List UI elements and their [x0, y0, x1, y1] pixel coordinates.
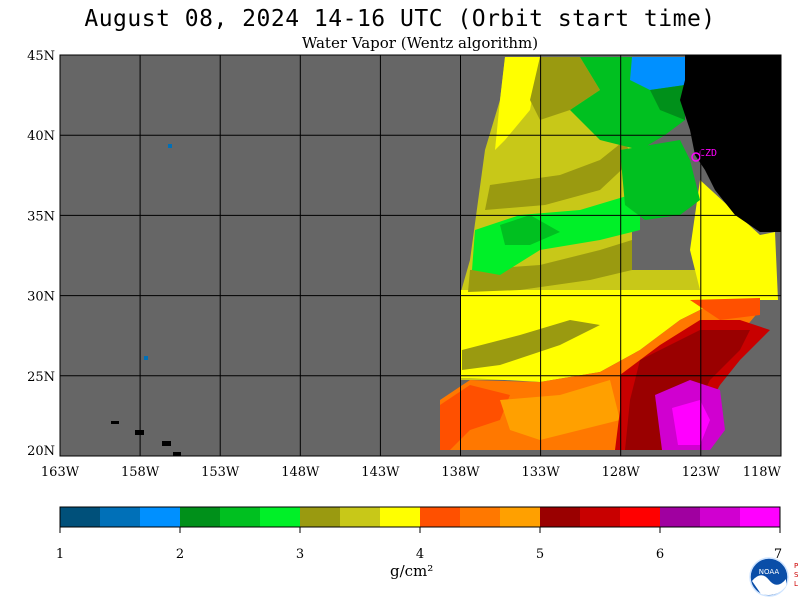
lon-label: 123W [682, 465, 721, 480]
colorbar-swatch [380, 507, 421, 527]
station-marker [691, 152, 701, 162]
hawaiian-islands [111, 421, 181, 456]
colorbar-swatch [100, 507, 141, 527]
lat-label: 40N [27, 129, 55, 144]
lon-label: 118W [743, 465, 782, 480]
buoy-marker [168, 144, 172, 148]
lon-label: 128W [602, 465, 641, 480]
colorbar-swatch [180, 507, 221, 527]
lon-label: 138W [441, 465, 480, 480]
colorbar-tick-label: 1 [56, 547, 64, 562]
map-title: August 08, 2024 14-16 UTC (Orbit start t… [84, 6, 716, 32]
colorbar-tick-label: 3 [296, 547, 304, 562]
colorbar-tick-label: 2 [176, 547, 184, 562]
colorbar-swatch [580, 507, 621, 527]
lat-label: 20N [27, 444, 55, 459]
lon-label: 143W [361, 465, 400, 480]
colorbar-swatch [300, 507, 341, 527]
colorbar-swatch [740, 507, 781, 527]
colorbar-swatch [60, 507, 101, 527]
lat-label: 45N [27, 49, 55, 64]
lon-label: 158W [121, 465, 160, 480]
colorbar-swatch [460, 507, 501, 527]
colorbar-tick-label: 4 [416, 547, 424, 562]
colorbar-swatch [540, 507, 581, 527]
colorbar-swatch [660, 507, 701, 527]
water-vapor-field [440, 57, 778, 450]
colorbar-unit: g/cm² [390, 562, 434, 580]
colorbar-tick-label: 5 [536, 547, 544, 562]
lat-label: 35N [27, 209, 55, 224]
colorbar-tick-label: 7 [774, 547, 782, 562]
noaa-logo-text: NOAA [759, 568, 780, 576]
colorbar-swatch [500, 507, 541, 527]
colorbar-swatch [620, 507, 661, 527]
latitude-labels: 45N 40N 35N 30N 25N 20N [27, 49, 55, 459]
buoy-marker [144, 356, 148, 360]
colorbar-swatch [700, 507, 741, 527]
lat-label: 30N [27, 290, 55, 305]
map-subtitle: Water Vapor (Wentz algorithm) [301, 34, 539, 52]
lon-label: 148W [281, 465, 320, 480]
colorbar-swatch [220, 507, 261, 527]
colorbar-swatch [420, 507, 461, 527]
plot-frame [59, 54, 782, 457]
station-label: CZD [699, 148, 717, 159]
lon-label: 153W [201, 465, 240, 480]
lon-label: 163W [41, 465, 80, 480]
lat-label: 25N [27, 370, 55, 385]
longitude-labels: 163W 158W 153W 148W 143W 138W 133W 128W 123W 118W [41, 465, 782, 480]
colorbar-swatch [340, 507, 381, 527]
lon-label: 133W [522, 465, 561, 480]
colorbar-tick-label: 6 [656, 547, 664, 562]
colorbar [59, 506, 781, 528]
north-america-land [680, 55, 781, 232]
colorbar-tick-labels: 1 2 3 4 5 6 7 [56, 527, 782, 562]
grid-lines [60, 55, 781, 456]
colorbar-swatch [140, 507, 181, 527]
colorbar-swatch [260, 507, 301, 527]
